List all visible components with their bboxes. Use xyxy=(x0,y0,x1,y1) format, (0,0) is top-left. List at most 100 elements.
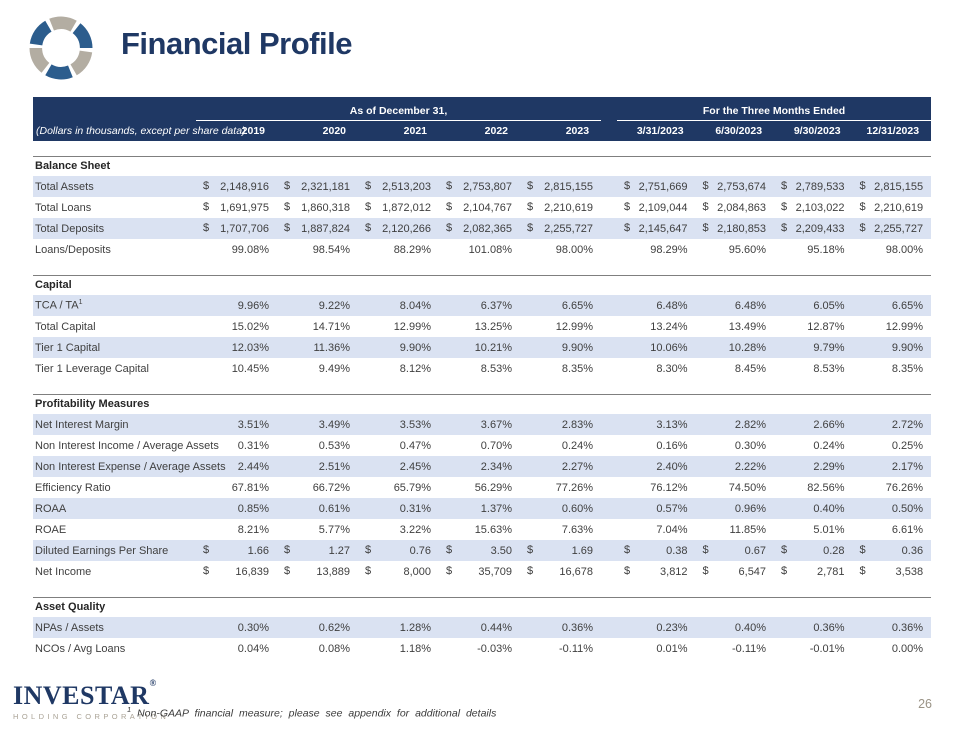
cell-value: 0.24% xyxy=(813,439,845,452)
cell-value: $3,538 xyxy=(853,561,932,582)
cell-value: 14.71% xyxy=(312,320,350,333)
cell-value: 0.47% xyxy=(399,439,431,452)
column-header: 2021 xyxy=(358,120,439,141)
column-header: 2019 xyxy=(196,120,277,141)
column-gap xyxy=(601,477,617,498)
cell-value: 0.31% xyxy=(237,439,269,452)
cell-value: 9.49% xyxy=(318,362,350,375)
cell-value: 9.90% xyxy=(561,341,594,354)
currency-symbol: $ xyxy=(781,201,788,213)
column-gap xyxy=(601,498,617,519)
cell-value: 3.51% xyxy=(237,418,269,431)
units-note: (Dollars in thousands, except per share … xyxy=(33,120,246,141)
row-label: Tier 1 Leverage Capital xyxy=(35,362,149,375)
row-label: Total Deposits xyxy=(35,222,105,235)
cell-value: $2,781 xyxy=(774,561,853,582)
cell-value: $1,872,012 xyxy=(358,197,439,218)
table-body: Balance Sheet Total Assets $2,148,916 $2,32… xyxy=(33,141,932,659)
column-gap xyxy=(601,617,617,638)
cell-value: 10.45% xyxy=(231,362,269,375)
cell-value: 1.37% xyxy=(480,502,512,515)
cell-value: $1.27 xyxy=(277,540,358,561)
cell-value: 6.65% xyxy=(561,299,594,312)
cell-value: 5.77% xyxy=(318,523,350,536)
row-label: Loans/Deposits xyxy=(35,243,111,256)
cell-value: $2,180,853 xyxy=(696,218,775,239)
cell-value: 2.45% xyxy=(399,460,431,473)
cell-value: 13.25% xyxy=(474,320,512,333)
row-label: Tier 1 Capital xyxy=(35,341,101,354)
cell-value: 8.35% xyxy=(561,362,594,375)
table-row: Efficiency Ratio 67.81% 66.72% 65.79% 56.29%… xyxy=(33,477,931,498)
cell-value: $2,145,647 xyxy=(617,218,696,239)
cell-value: 7.63% xyxy=(561,523,594,536)
cell-value: $1,887,824 xyxy=(277,218,358,239)
cell-value: 10.06% xyxy=(650,341,688,354)
cell-value: 67.81% xyxy=(231,481,269,494)
row-label: Net Income xyxy=(35,565,92,578)
cell-value: $8,000 xyxy=(358,561,439,582)
currency-symbol: $ xyxy=(624,565,631,577)
currency-symbol: $ xyxy=(446,201,453,213)
cell-value: 98.29% xyxy=(650,243,688,256)
cell-value: 0.85% xyxy=(237,502,269,515)
column-group-annual: As of December 31, xyxy=(196,97,602,121)
column-gap xyxy=(601,519,617,540)
cell-value: $2,082,365 xyxy=(439,218,520,239)
column-header: 9/30/2023 xyxy=(774,120,853,141)
cell-value: $2,210,619 xyxy=(520,197,601,218)
currency-symbol: $ xyxy=(284,201,291,213)
cell-value: 8.30% xyxy=(656,362,688,375)
table-row: Net Income $16,839 $13,889 $8,000 $35,709 $16… xyxy=(33,561,931,582)
currency-symbol: $ xyxy=(781,565,788,577)
currency-symbol: $ xyxy=(624,222,631,234)
currency-symbol: $ xyxy=(365,565,372,577)
cell-value: 2.34% xyxy=(480,460,512,473)
currency-symbol: $ xyxy=(624,201,631,213)
currency-symbol: $ xyxy=(365,222,372,234)
table-row: Loans/Deposits 99.08% 98.54% 88.29% 101.08% 9… xyxy=(33,239,931,260)
cell-value: 0.50% xyxy=(891,502,924,515)
cell-value: 56.29% xyxy=(474,481,512,494)
table-row: NPAs / Assets 0.30% 0.62% 1.28% 0.44% 0.36% 0.… xyxy=(33,617,932,638)
currency-symbol: $ xyxy=(446,565,453,577)
currency-symbol: $ xyxy=(859,201,866,213)
currency-symbol: $ xyxy=(203,201,210,213)
table-row: Total Deposits $1,707,706 $1,887,824 $2,120… xyxy=(33,218,932,239)
cell-value: $2,084,863 xyxy=(696,197,775,218)
cell-value: 0.30% xyxy=(237,621,269,634)
cell-value: 12.03% xyxy=(231,341,269,354)
cell-value: 9.96% xyxy=(237,299,269,312)
cell-value: 98.54% xyxy=(312,243,350,256)
table-row: Tier 1 Leverage Capital 10.45% 9.49% 8.12% 8… xyxy=(33,358,931,379)
column-header: 6/30/2023 xyxy=(695,120,775,141)
cell-value: $2,321,181 xyxy=(277,176,358,197)
footnote-reference: 1 xyxy=(78,299,83,307)
cell-value: 0.31% xyxy=(399,502,431,515)
table-row: Total Capital 15.02% 14.71% 12.99% 13.25% 12.… xyxy=(33,316,931,337)
currency-symbol: $ xyxy=(446,544,453,556)
cell-value: 2.27% xyxy=(561,460,594,473)
table-row: Non Interest Expense / Average Assets 2.4… xyxy=(33,456,932,477)
cell-value: 10.21% xyxy=(474,341,512,354)
cell-value: 11.85% xyxy=(729,523,767,536)
footnote: 1 Non-GAAP financial measure; please see… xyxy=(127,705,496,720)
cell-value: 0.23% xyxy=(656,621,688,634)
cell-value: 76.12% xyxy=(650,481,688,494)
cell-value: 0.70% xyxy=(480,439,512,452)
currency-symbol: $ xyxy=(284,222,291,234)
currency-symbol: $ xyxy=(365,201,372,213)
cell-value: $2,753,674 xyxy=(696,176,775,197)
row-label: NCOs / Avg Loans xyxy=(35,642,126,655)
column-gap xyxy=(601,197,617,218)
cell-value: 99.08% xyxy=(231,243,269,256)
section-header: Capital xyxy=(33,274,932,295)
column-gap xyxy=(601,218,617,239)
cell-value: 8.21% xyxy=(237,523,269,536)
column-group-quarterly: For the Three Months Ended xyxy=(617,97,932,121)
currency-symbol: $ xyxy=(365,544,372,556)
column-header: 2023 xyxy=(520,120,602,141)
cell-value: 74.50% xyxy=(728,481,767,494)
wordmark-text: INVESTAR® xyxy=(13,678,157,710)
table-row: Tier 1 Capital 12.03% 11.36% 9.90% 10.21% 9.9… xyxy=(33,337,932,358)
